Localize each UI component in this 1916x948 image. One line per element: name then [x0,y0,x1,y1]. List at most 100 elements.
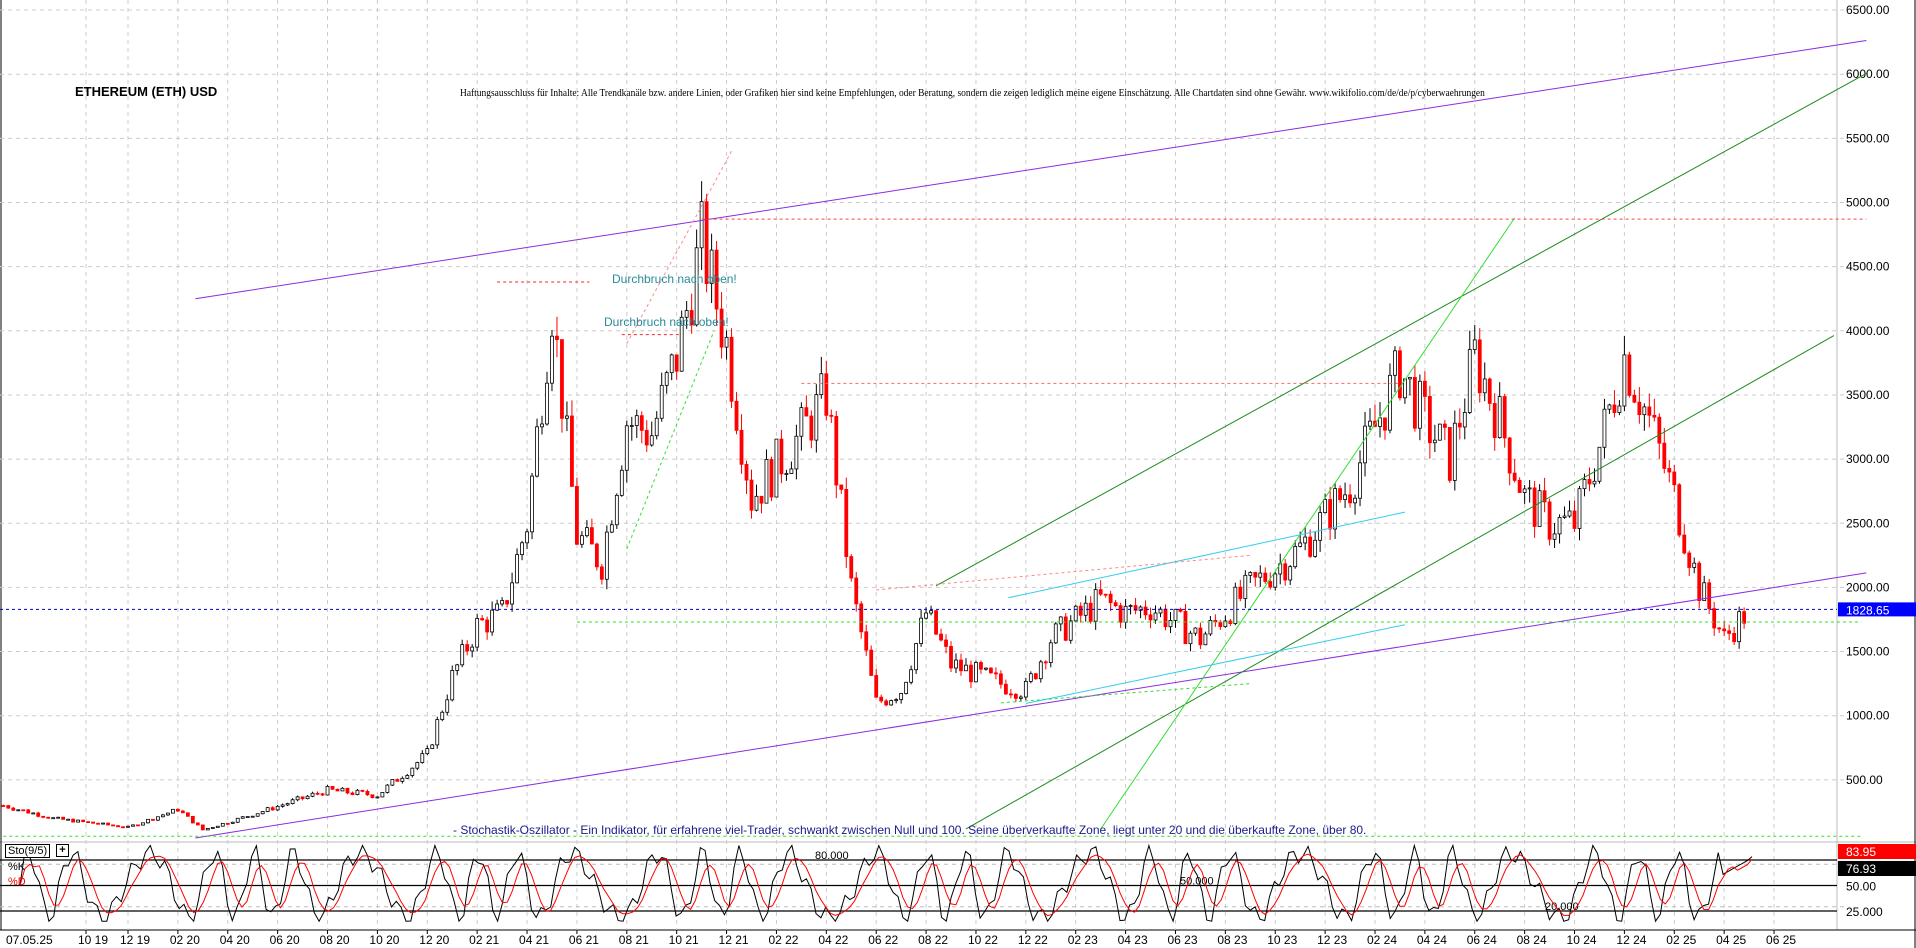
candle-body [1268,581,1273,588]
candle-body [1517,479,1522,493]
candle-body [101,822,105,825]
candle-body [1413,376,1417,429]
x-tick-label: 02 21 [469,933,499,947]
x-tick-label: 12 24 [1616,933,1646,947]
candle-body [1218,621,1223,627]
candle-body [734,400,739,431]
candle-body [1417,380,1422,429]
last-price-label: 1828.65 [1846,603,1890,617]
candle-body [255,813,260,817]
candle-body [1308,536,1313,557]
candle-body [1632,394,1637,403]
candle-body [864,631,869,651]
candle-body [894,699,899,702]
candle-body [350,792,355,795]
candle-body [1697,562,1702,602]
candle-body [1248,572,1253,576]
candle-body [1208,620,1213,635]
x-tick-label: 06 22 [868,933,898,947]
candle-body [1582,479,1587,490]
candle-body [240,816,245,819]
x-tick-label: 12 20 [419,933,449,947]
candle-body [1408,376,1412,380]
candle-body [485,619,490,633]
candle-body [1153,612,1158,621]
candle-body [1482,378,1487,394]
candle-body [515,554,519,584]
candle-body [136,824,140,827]
candle-body [1063,616,1068,641]
x-tick-label: 04 23 [1118,933,1148,947]
candle-body [295,796,300,801]
candle-body [1163,608,1168,628]
candle-body [974,662,978,683]
candle-body [1008,693,1013,696]
candle-body [984,667,988,670]
candle-body [335,788,340,792]
candle-body [121,826,125,829]
breakout-annotation-1: Durchbruch nach oben! [612,272,737,286]
candle-body [874,675,879,698]
candle-body [1078,605,1083,616]
candle-body [649,435,654,446]
candle-body [689,310,694,326]
candle-body [599,566,604,580]
candle-body [1128,605,1133,607]
stoch-k-badge [1838,844,1916,859]
candle-body [584,527,589,537]
candle-body [205,827,210,831]
candle-body [275,805,280,811]
candle-body [1328,499,1333,530]
candle-body [1003,683,1008,695]
candle-body [1422,380,1427,397]
candle-body [659,384,664,419]
candle-body [1298,542,1303,547]
candle-body [1288,566,1293,581]
candle-body [131,824,135,827]
candle-body [1532,487,1537,527]
candle-body [470,646,475,652]
indicator-title[interactable]: Sto(9/5) [5,844,51,858]
candle-body [1592,480,1597,485]
candle-body [300,796,305,800]
candle-body [46,816,51,819]
x-tick-label: 08 21 [619,933,649,947]
indicator-expand-button[interactable]: + [56,844,69,857]
candle-body [729,336,734,402]
candle-body [1068,620,1073,641]
x-tick-label: 10 21 [669,933,699,947]
candle-body [1437,423,1442,441]
candle-body [1,805,6,807]
stoch-axis-25: 25.000 [1846,905,1883,919]
candle-body [1702,582,1707,602]
candle-body [215,825,220,828]
candle-body [1033,673,1038,680]
candle-body [310,792,315,797]
candle-body [21,809,26,812]
x-tick-label: 02 24 [1367,933,1397,947]
candle-body [719,308,724,348]
candle-body [1193,627,1198,634]
last-price-badge [1838,602,1916,617]
candle-body [1507,437,1512,474]
candle-body [1727,630,1732,634]
y-tick-label: 4000.00 [1846,324,1890,338]
candle-body [1058,616,1063,625]
candle-body [664,372,669,386]
candle-body [395,779,400,782]
candle-body [385,784,390,793]
candle-body [1607,404,1612,410]
candle-body [180,810,185,814]
candle-body [1492,403,1497,439]
candle-body [315,792,320,795]
candle-body [594,543,599,568]
candle-body [1198,627,1203,646]
candle-body [575,486,579,545]
candle-body [250,815,255,818]
candle-body [360,789,365,792]
candle-body [370,794,375,798]
chart-title: ETHEREUM (ETH) USD [75,84,218,99]
candle-body [959,659,963,672]
disclaimer-text: Haftungsausschluss für Inhalte: Alle Tre… [460,88,1485,99]
y-tick-label: 1500.00 [1846,645,1890,659]
